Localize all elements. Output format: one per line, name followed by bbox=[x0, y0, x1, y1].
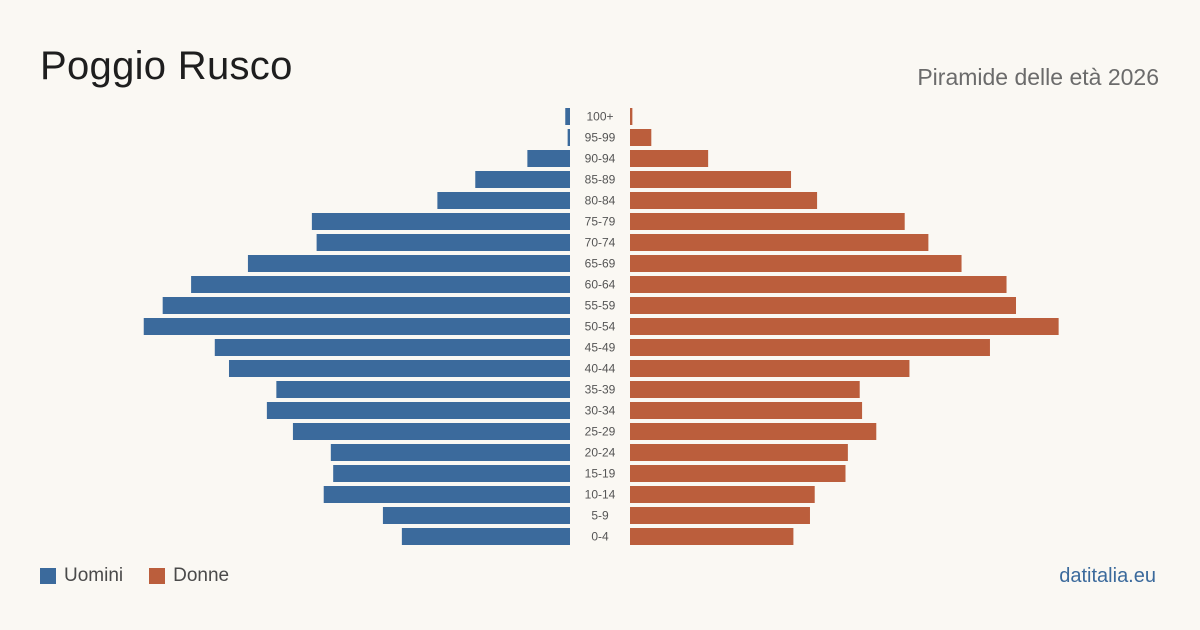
age-label: 0-4 bbox=[591, 530, 609, 544]
bar-men-10-14 bbox=[323, 486, 570, 503]
age-label: 5-9 bbox=[591, 509, 609, 523]
bar-men-75-79 bbox=[311, 213, 570, 230]
age-label: 70-74 bbox=[585, 236, 616, 250]
bar-men-60-64 bbox=[191, 276, 570, 293]
age-label: 65-69 bbox=[585, 257, 616, 271]
age-label: 95-99 bbox=[585, 131, 616, 145]
bar-women-75-79 bbox=[630, 213, 905, 230]
bar-women-10-14 bbox=[630, 486, 815, 503]
bar-men-0-4 bbox=[401, 528, 570, 545]
bar-men-15-19 bbox=[333, 465, 570, 482]
age-label: 75-79 bbox=[585, 215, 616, 229]
bar-men-25-29 bbox=[292, 423, 570, 440]
bar-women-85-89 bbox=[630, 171, 792, 188]
age-label: 20-24 bbox=[585, 446, 616, 460]
bar-women-35-39 bbox=[630, 381, 860, 398]
bar-men-65-69 bbox=[247, 255, 570, 272]
legend: Uomini Donne bbox=[40, 564, 255, 588]
bar-men-50-54 bbox=[143, 318, 570, 335]
age-label: 35-39 bbox=[585, 383, 616, 397]
age-labels: 100+ 95-99 90-94 85-89 80-84 75-79 70-74 65-69 6… bbox=[585, 110, 616, 544]
bar-men-85-89 bbox=[475, 171, 570, 188]
bar-men-40-44 bbox=[228, 360, 570, 377]
age-label: 15-19 bbox=[585, 467, 616, 481]
bar-men-70-74 bbox=[316, 234, 570, 251]
age-label: 40-44 bbox=[585, 362, 616, 376]
bar-women-25-29 bbox=[630, 423, 877, 440]
age-label: 55-59 bbox=[585, 299, 616, 313]
bar-men-20-24 bbox=[330, 444, 570, 461]
bar-women-90-94 bbox=[630, 150, 709, 167]
brand-link[interactable]: datitalia.eu bbox=[1059, 565, 1156, 587]
age-label: 50-54 bbox=[585, 320, 616, 334]
women-bars bbox=[630, 108, 1059, 545]
bar-men-55-59 bbox=[162, 297, 570, 314]
bar-women-20-24 bbox=[630, 444, 848, 461]
legend-label-women: Donne bbox=[173, 565, 230, 586]
bar-women-95-99 bbox=[630, 129, 652, 146]
bar-men-90-94 bbox=[527, 150, 570, 167]
legend-item-men: Uomini bbox=[40, 564, 123, 588]
men-bars bbox=[143, 108, 570, 545]
bar-men-80-84 bbox=[437, 192, 570, 209]
bar-men-5-9 bbox=[382, 507, 570, 524]
age-label: 80-84 bbox=[585, 194, 616, 208]
bar-women-45-49 bbox=[630, 339, 990, 356]
age-label: 10-14 bbox=[585, 488, 616, 502]
bar-women-55-59 bbox=[630, 297, 1017, 314]
bar-women-100+ bbox=[630, 108, 633, 125]
age-label: 25-29 bbox=[585, 425, 616, 439]
age-label: 30-34 bbox=[585, 404, 616, 418]
legend-swatch-women bbox=[149, 568, 166, 584]
legend-item-women: Donne bbox=[149, 564, 229, 588]
age-label: 60-64 bbox=[585, 278, 616, 292]
bar-men-30-34 bbox=[266, 402, 570, 419]
age-label: 45-49 bbox=[585, 341, 616, 355]
bar-women-60-64 bbox=[630, 276, 1007, 293]
age-label: 100+ bbox=[586, 110, 613, 124]
bar-women-30-34 bbox=[630, 402, 863, 419]
bar-women-65-69 bbox=[630, 255, 962, 272]
age-label: 90-94 bbox=[585, 152, 616, 166]
bar-men-35-39 bbox=[276, 381, 570, 398]
age-label: 85-89 bbox=[585, 173, 616, 187]
bar-men-95-99 bbox=[567, 129, 570, 146]
bar-women-15-19 bbox=[630, 465, 846, 482]
bar-women-80-84 bbox=[630, 192, 818, 209]
bar-women-50-54 bbox=[630, 318, 1059, 335]
bar-women-0-4 bbox=[630, 528, 794, 545]
chart-subtitle: Piramide delle età 2026 bbox=[917, 64, 1159, 90]
legend-label-men: Uomini bbox=[64, 565, 124, 586]
legend-swatch-men bbox=[40, 568, 56, 584]
bar-men-100+ bbox=[565, 108, 570, 125]
bar-women-70-74 bbox=[630, 234, 929, 251]
chart-title: Poggio Rusco bbox=[40, 44, 293, 88]
bar-women-40-44 bbox=[630, 360, 910, 377]
bar-men-45-49 bbox=[214, 339, 570, 356]
bar-women-5-9 bbox=[630, 507, 810, 524]
